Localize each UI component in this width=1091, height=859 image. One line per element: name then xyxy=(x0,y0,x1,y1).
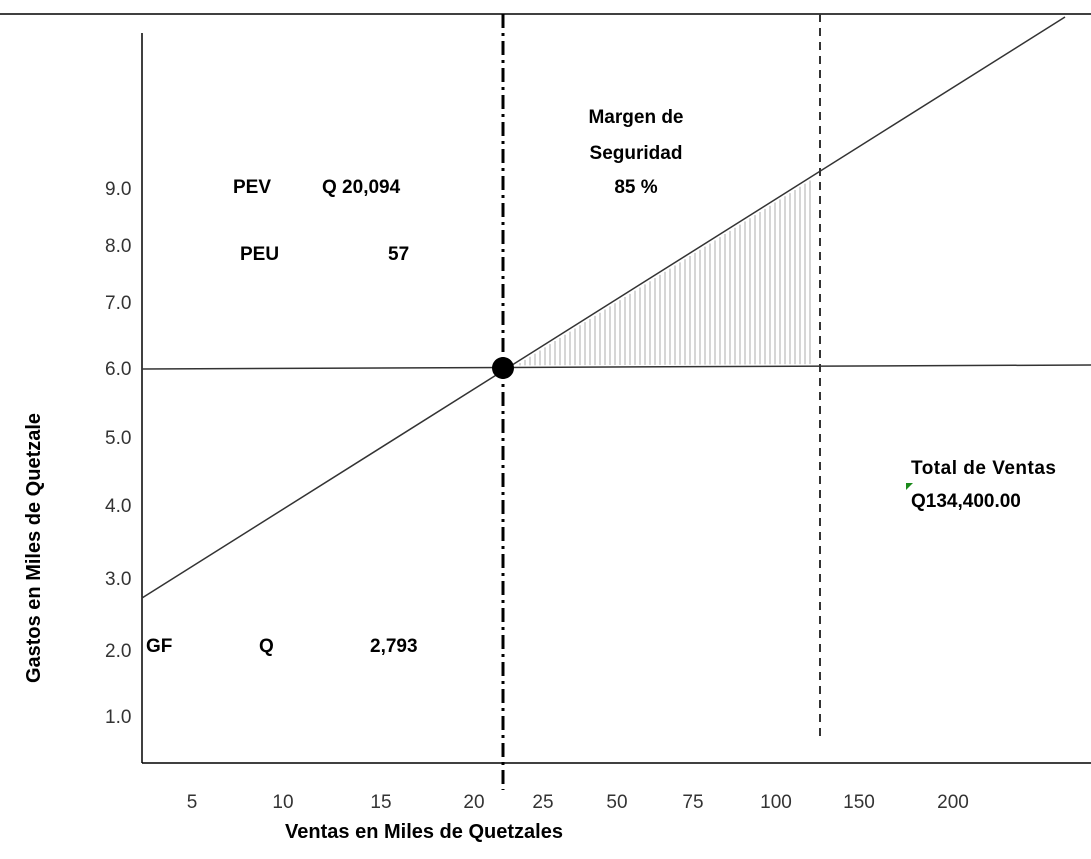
x-tick-label: 100 xyxy=(760,792,792,813)
y-tick-label: 9.0 xyxy=(105,179,131,200)
x-tick-label: 25 xyxy=(532,792,553,813)
x-tick-label: 200 xyxy=(937,792,969,813)
total-sales-value: Q134,400.00 xyxy=(911,491,1021,512)
y-tick-label: 6.0 xyxy=(105,359,131,380)
x-tick-label: 75 xyxy=(682,792,703,813)
y-axis-title: Gastos en Miles de Quetzale xyxy=(23,413,45,683)
break-even-point-marker xyxy=(492,357,514,379)
gf-value: 2,793 xyxy=(370,636,418,657)
y-tick-label: 7.0 xyxy=(105,293,131,314)
y-tick-label: 8.0 xyxy=(105,236,131,257)
gf-label: GF xyxy=(146,636,172,657)
x-tick-label: 150 xyxy=(843,792,875,813)
x-tick-labels: 5 10 15 20 25 50 75 100 150 200 xyxy=(187,792,969,813)
x-tick-label: 5 xyxy=(187,792,198,813)
margin-label-line2: Seguridad xyxy=(590,143,683,164)
gf-currency: Q xyxy=(259,636,274,657)
total-sales-label: Total de Ventas xyxy=(911,458,1056,479)
x-axis-title: Ventas en Miles de Quetzales xyxy=(285,821,563,843)
y-tick-label: 3.0 xyxy=(105,569,131,590)
safety-margin-shading xyxy=(519,180,811,366)
y-tick-labels: 9.0 8.0 7.0 6.0 5.0 4.0 3.0 2.0 1.0 xyxy=(105,179,131,728)
pev-value: Q 20,094 xyxy=(322,177,401,198)
peu-label: PEU xyxy=(240,244,279,265)
pev-label: PEV xyxy=(233,177,271,198)
y-tick-label: 5.0 xyxy=(105,428,131,449)
x-tick-label: 15 xyxy=(370,792,391,813)
y-tick-label: 2.0 xyxy=(105,641,131,662)
x-tick-label: 20 xyxy=(463,792,484,813)
y-tick-label: 1.0 xyxy=(105,707,131,728)
x-tick-label: 10 xyxy=(272,792,293,813)
margin-label-line1: Margen de xyxy=(588,107,683,128)
expense-line xyxy=(141,364,1091,370)
y-tick-label: 4.0 xyxy=(105,496,131,517)
peu-value: 57 xyxy=(388,244,409,265)
x-tick-label: 50 xyxy=(606,792,627,813)
note-corner-marker xyxy=(906,483,913,490)
margin-label-line3: 85 % xyxy=(614,177,657,198)
sales-line xyxy=(141,16,1066,599)
